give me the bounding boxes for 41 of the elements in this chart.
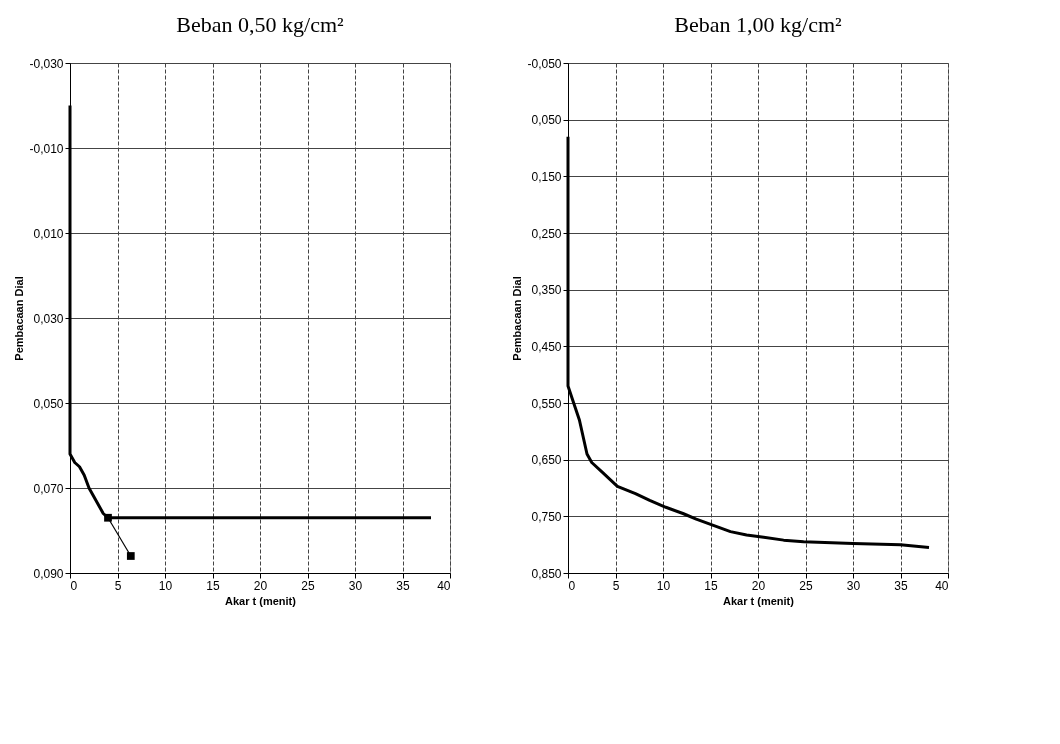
x-tick-label: 10 bbox=[656, 578, 671, 593]
x-tick-label: 5 bbox=[612, 578, 620, 593]
x-tick-label: 25 bbox=[301, 578, 315, 593]
chart-title: Beban 1,00 kg/cm² bbox=[674, 12, 843, 37]
y-tick-label: 0,070 bbox=[33, 481, 64, 496]
x-tick-label: 5 bbox=[114, 578, 122, 593]
x-tick-label: 20 bbox=[253, 578, 268, 593]
x-tick-label: 15 bbox=[206, 578, 220, 593]
y-tick-label: -0,030 bbox=[29, 56, 64, 71]
y-tick-label: 0,650 bbox=[531, 453, 562, 468]
y-tick-label: 0,450 bbox=[531, 339, 562, 354]
x-tick-label: 40 bbox=[437, 578, 451, 593]
y-tick-label: 0,350 bbox=[531, 283, 562, 298]
y-tick-label: 0,550 bbox=[531, 396, 562, 411]
x-tick-label: 35 bbox=[396, 578, 410, 593]
y-axis-title: Pembacaan Dial bbox=[13, 276, 26, 361]
y-tick-label: 0,150 bbox=[531, 169, 562, 184]
x-tick-label: 0 bbox=[568, 578, 576, 593]
x-axis-title: Akar t (menit) bbox=[723, 594, 795, 607]
x-tick-label: 15 bbox=[704, 578, 718, 593]
x-tick-label: 25 bbox=[799, 578, 813, 593]
y-tick-label: 0,010 bbox=[33, 226, 64, 241]
y-tick-label: -0,050 bbox=[527, 56, 562, 71]
y-tick-label: 0,250 bbox=[531, 226, 562, 241]
x-tick-label: 35 bbox=[894, 578, 908, 593]
x-tick-label: 30 bbox=[846, 578, 861, 593]
y-tick-label: 0,090 bbox=[33, 566, 64, 581]
x-tick-label: 10 bbox=[158, 578, 173, 593]
y-tick-label: -0,010 bbox=[29, 141, 64, 156]
y-axis-title: Pembacaan Dial bbox=[511, 276, 524, 361]
x-tick-label: 0 bbox=[70, 578, 78, 593]
x-tick-label: 30 bbox=[348, 578, 363, 593]
x-axis-title: Akar t (menit) bbox=[225, 594, 297, 607]
y-tick-label: 0,050 bbox=[531, 113, 562, 128]
y-tick-label: 0,750 bbox=[531, 509, 562, 524]
x-tick-label: 20 bbox=[751, 578, 766, 593]
y-tick-label: 0,030 bbox=[33, 311, 64, 326]
x-tick-label: 40 bbox=[935, 578, 949, 593]
y-tick-label: 0,850 bbox=[531, 566, 562, 581]
chart-title: Beban 0,50 kg/cm² bbox=[176, 12, 345, 37]
y-tick-label: 0,050 bbox=[33, 396, 64, 411]
